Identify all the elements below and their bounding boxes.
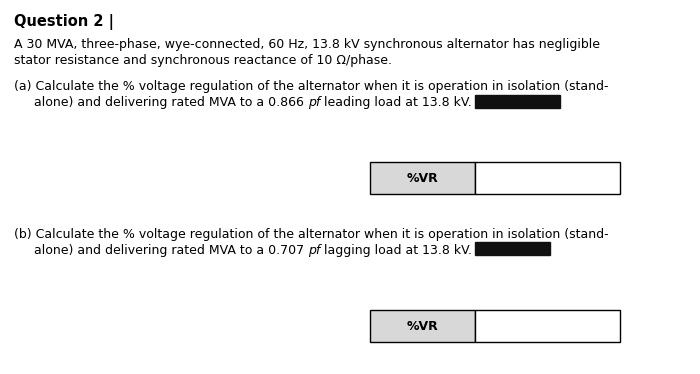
Text: alone) and delivering rated MVA to a 0.707: alone) and delivering rated MVA to a 0.7… — [14, 244, 308, 257]
Bar — [370, 162, 475, 194]
Bar — [475, 162, 620, 194]
Text: A 30 MVA, three-phase, wye-connected, 60 Hz, 13.8 kV synchronous alternator has : A 30 MVA, three-phase, wye-connected, 60… — [14, 38, 600, 51]
Text: Question 2 |: Question 2 | — [14, 14, 114, 30]
Bar — [475, 95, 560, 108]
Text: %VR: %VR — [407, 319, 438, 332]
Text: lagging load at 13.8 kV.: lagging load at 13.8 kV. — [321, 244, 472, 257]
Bar — [475, 310, 620, 342]
Bar — [475, 242, 550, 255]
Text: alone) and delivering rated MVA to a 0.866: alone) and delivering rated MVA to a 0.8… — [14, 96, 308, 109]
Text: leading load at 13.8 kV.: leading load at 13.8 kV. — [320, 96, 472, 109]
Text: (a) Calculate the % voltage regulation of the alternator when it is operation in: (a) Calculate the % voltage regulation o… — [14, 80, 608, 93]
Text: pf: pf — [308, 244, 321, 257]
Text: stator resistance and synchronous reactance of 10 Ω/phase.: stator resistance and synchronous reacta… — [14, 54, 392, 67]
Text: (b) Calculate the % voltage regulation of the alternator when it is operation in: (b) Calculate the % voltage regulation o… — [14, 228, 608, 241]
Bar — [370, 310, 475, 342]
Text: pf: pf — [308, 96, 320, 109]
Text: %VR: %VR — [407, 172, 438, 184]
